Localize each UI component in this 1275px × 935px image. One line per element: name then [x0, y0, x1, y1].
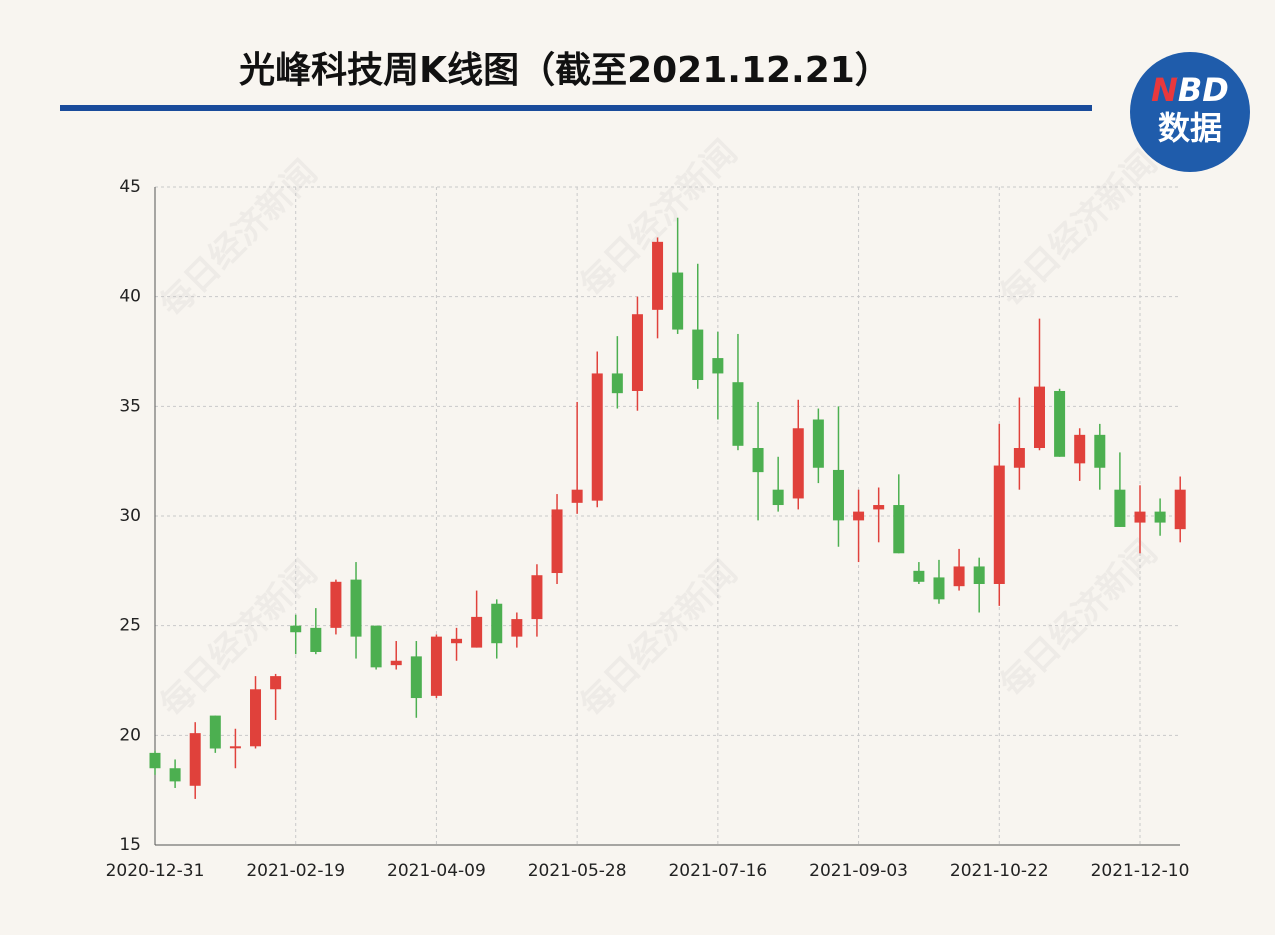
- candle-body: [792, 428, 804, 499]
- candle-body: [229, 746, 241, 749]
- logo-label: 数据: [1158, 109, 1222, 147]
- candle-body: [752, 448, 764, 473]
- candle-body: [1033, 386, 1045, 449]
- x-tick-label: 2021-10-22: [950, 861, 1049, 881]
- candle-body: [571, 489, 583, 503]
- candle-body: [712, 358, 724, 374]
- candle-body: [772, 489, 784, 506]
- candle-body: [631, 314, 643, 391]
- candle-body: [1154, 511, 1166, 523]
- watermark: 每日经济新闻: [993, 143, 1166, 316]
- candle-body: [511, 619, 523, 637]
- candle-body: [873, 505, 885, 510]
- candle-body: [611, 373, 623, 394]
- candle-body: [330, 581, 342, 628]
- y-tick-label: 15: [119, 835, 141, 855]
- chart-title: 光峰科技周K线图（截至2021.12.21）: [239, 50, 891, 91]
- logo-brand: NBD: [1151, 71, 1229, 109]
- candle-body: [993, 465, 1005, 584]
- watermark: 每日经济新闻: [153, 553, 326, 726]
- candle-body: [451, 638, 463, 644]
- candle-body: [350, 579, 362, 637]
- candle-body: [290, 625, 302, 633]
- candle-body: [652, 241, 664, 310]
- candle-body: [370, 625, 382, 668]
- candle-body: [953, 566, 965, 587]
- y-tick-label: 20: [119, 725, 141, 745]
- x-tick-label: 2021-05-28: [528, 861, 627, 881]
- candle-body: [1054, 390, 1066, 457]
- x-tick-label: 2021-04-09: [387, 861, 486, 881]
- x-tick-label: 2021-07-16: [668, 861, 767, 881]
- candle-body: [471, 616, 483, 648]
- candle-body: [209, 715, 221, 749]
- candle-body: [430, 636, 442, 696]
- candle-body: [1114, 489, 1126, 527]
- candle-body: [390, 660, 402, 666]
- candle-body: [149, 752, 161, 769]
- logo: [1130, 52, 1250, 172]
- candle-body: [551, 509, 563, 574]
- candle-body: [933, 577, 945, 600]
- candle-body: [491, 603, 503, 644]
- watermark: 每日经济新闻: [153, 153, 326, 326]
- candle-body: [169, 768, 181, 782]
- candle-body: [893, 505, 905, 554]
- x-tick-label: 2021-12-10: [1091, 861, 1190, 881]
- candle-body: [531, 575, 543, 620]
- candle-body: [1134, 511, 1146, 523]
- candle-body: [310, 627, 322, 652]
- candle-body: [832, 469, 844, 521]
- candle-body: [853, 511, 865, 521]
- candle-body: [270, 676, 282, 690]
- watermark: 每日经济新闻: [573, 553, 746, 726]
- y-tick-label: 30: [119, 506, 141, 526]
- x-tick-label: 2021-02-19: [246, 861, 345, 881]
- candle-body: [1094, 434, 1106, 468]
- candle-body: [913, 570, 925, 582]
- x-tick-label: 2020-12-31: [106, 861, 205, 881]
- candle-body: [672, 272, 684, 330]
- candle-body: [250, 689, 262, 747]
- candle-body: [732, 382, 744, 446]
- candle-body: [812, 419, 824, 468]
- title-rule: [60, 105, 1092, 111]
- candle-body: [410, 656, 422, 699]
- y-tick-label: 25: [119, 616, 141, 636]
- x-tick-label: 2021-09-03: [809, 861, 908, 881]
- candle-body: [692, 329, 704, 381]
- y-tick-label: 35: [119, 396, 141, 416]
- y-tick-label: 40: [119, 287, 141, 307]
- candle-body: [1174, 489, 1186, 530]
- y-tick-label: 45: [119, 177, 141, 197]
- candle-body: [591, 373, 603, 501]
- watermark: 每日经济新闻: [993, 533, 1166, 706]
- candle-body: [973, 566, 985, 584]
- candle-body: [189, 733, 201, 786]
- candle-body: [1013, 448, 1025, 468]
- candle-body: [1074, 434, 1086, 464]
